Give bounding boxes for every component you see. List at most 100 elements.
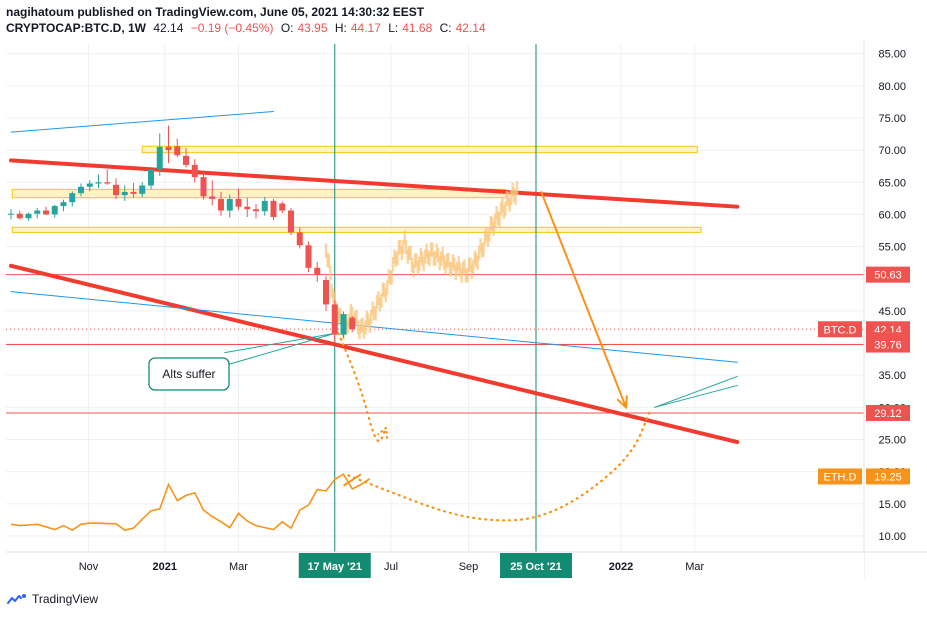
projection-bar: [493, 213, 497, 228]
projection-bar: [400, 245, 404, 261]
projection-bar: [463, 259, 466, 274]
candle-body: [200, 177, 207, 197]
projection-bar: [458, 262, 462, 277]
projection-bar: [479, 238, 482, 253]
price-tick-label: 85.00: [878, 49, 906, 61]
tradingview-logo-icon: [7, 594, 26, 604]
projection-bar: [333, 291, 336, 306]
time-highlight-label: 25 Oct '21: [510, 561, 562, 573]
projection-bar: [511, 182, 514, 197]
price-axis: 10.0015.0020.0025.0030.0035.0040.0045.00…: [818, 49, 910, 543]
projection-bar: [501, 198, 504, 213]
dotted-arrowhead: [377, 425, 389, 439]
last-price: 42.14: [153, 21, 184, 35]
projection-bar: [470, 264, 474, 279]
projection-bar: [491, 217, 494, 232]
price-label-bg: [866, 468, 910, 485]
projection-bar: [390, 270, 393, 285]
candle-body: [296, 232, 303, 246]
projection-bar: [391, 256, 395, 272]
projection-bar: [371, 301, 374, 316]
projection-bar: [421, 251, 424, 266]
candle-body: [279, 203, 286, 211]
candle-body: [121, 191, 128, 196]
projection-bar: [495, 205, 498, 220]
projection-bar: [368, 318, 371, 333]
projection-bar: [496, 211, 500, 226]
time-axis: Nov 2021 Mar Jul Sep 2022 Mar 17 May '21 25 Oct …: [79, 553, 705, 578]
price-label-bg: [818, 321, 862, 338]
projection-bar: [489, 216, 492, 231]
projection-bar: [394, 252, 398, 267]
projection-bar: [457, 255, 460, 270]
price-tick-label: 70.00: [878, 145, 906, 157]
candle-body: [349, 317, 356, 330]
price-label-bg: [866, 266, 910, 283]
projection-bar: [380, 293, 383, 308]
projection-bar: [429, 242, 433, 257]
projection-bar: [461, 261, 465, 276]
projection-bar: [405, 240, 408, 255]
projection-bar: [374, 306, 377, 321]
projection-bar: [456, 261, 459, 276]
candle-body: [209, 196, 216, 199]
projection-bar: [329, 266, 332, 281]
projection-bar: [337, 307, 341, 322]
candle-body: [183, 155, 189, 165]
eth-arrow-shaft: [342, 473, 362, 487]
projection-bar: [444, 260, 447, 275]
projection-bar: [355, 309, 358, 324]
projection-bar: [504, 201, 507, 216]
zone-rect: [11, 188, 507, 199]
tradingview-footer[interactable]: TradingView: [6, 589, 98, 609]
projection-bar: [488, 227, 491, 242]
dotted-dotted-curve: [347, 407, 653, 522]
zone-rect: [11, 226, 702, 233]
symbol-label[interactable]: CRYPTOCAP:BTC.D, 1W: [6, 21, 147, 35]
price-label: 50.63: [874, 270, 902, 282]
projection-bar: [384, 288, 387, 303]
projection-bar: [499, 201, 503, 216]
projection-bar: [351, 306, 354, 321]
projection-bar: [372, 305, 376, 321]
projection-bar: [482, 242, 485, 257]
time-tick-label: Mar: [229, 561, 248, 573]
projection-bar: [415, 253, 418, 268]
time-tick-label: Mar: [685, 561, 704, 573]
trendline-blue-top: [10, 111, 274, 133]
projection-bar: [423, 249, 427, 264]
projection-bar: [359, 319, 363, 334]
time-highlight-bg: [298, 553, 371, 578]
candle-body: [78, 186, 84, 194]
projection-bar: [383, 283, 386, 298]
projection-bar: [358, 325, 361, 340]
projection-bar: [483, 230, 487, 245]
price-tick-label: 75.00: [878, 113, 906, 125]
projection-bar: [409, 245, 412, 261]
eth-series-line: [10, 473, 371, 532]
candle-body: [340, 314, 347, 335]
projection-bar: [451, 254, 455, 269]
candle-body: [270, 200, 277, 217]
price-label: BTC.D: [824, 324, 857, 336]
price-tick-label: 45.00: [878, 306, 906, 318]
projection-bar: [466, 267, 469, 283]
projection-bar: [364, 320, 367, 335]
candle-body: [95, 182, 102, 184]
candle-body: [104, 182, 111, 184]
plot-area: Alts suffer: [6, 44, 864, 552]
candle-body: [323, 279, 329, 305]
candle-body: [25, 213, 32, 219]
projection-bar: [387, 269, 390, 284]
price-axis-bg: [864, 40, 927, 552]
candle-body: [191, 164, 198, 178]
projection-bar: [460, 268, 463, 283]
trendline-teal-4: [654, 384, 738, 408]
projection-bar: [472, 259, 475, 274]
projection-bar: [327, 253, 331, 268]
projection-bar: [502, 204, 506, 219]
projection-bar: [332, 288, 335, 303]
projection-bar: [361, 317, 364, 332]
candle-body: [235, 198, 242, 207]
